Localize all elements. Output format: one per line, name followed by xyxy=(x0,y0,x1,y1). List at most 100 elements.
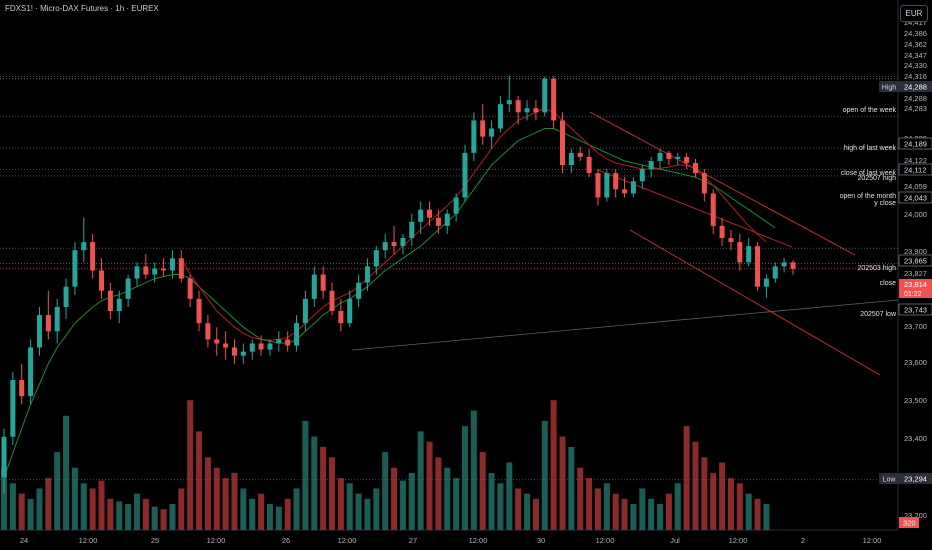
candle[interactable] xyxy=(364,258,370,291)
candle[interactable] xyxy=(107,282,113,320)
candle[interactable] xyxy=(152,262,158,283)
candle[interactable] xyxy=(81,217,87,263)
candle[interactable] xyxy=(28,339,34,405)
candle[interactable] xyxy=(99,258,105,299)
candle[interactable] xyxy=(648,156,654,178)
candle[interactable] xyxy=(781,258,787,273)
candle[interactable] xyxy=(223,331,229,360)
candle[interactable] xyxy=(187,274,193,307)
candle[interactable] xyxy=(551,76,557,129)
volume-bar xyxy=(435,457,442,530)
candle[interactable] xyxy=(302,290,308,332)
candle[interactable] xyxy=(435,209,441,234)
candle[interactable] xyxy=(613,169,619,198)
candle[interactable] xyxy=(161,258,167,277)
candle[interactable] xyxy=(755,242,761,291)
candle[interactable] xyxy=(524,100,530,121)
candle[interactable] xyxy=(320,266,326,299)
candle[interactable] xyxy=(231,339,237,364)
volume-bar xyxy=(444,467,451,530)
candle[interactable] xyxy=(763,274,769,298)
candle[interactable] xyxy=(675,152,681,166)
currency-button[interactable]: EUR xyxy=(900,5,928,22)
volume-bar xyxy=(426,441,433,530)
volume-bar xyxy=(284,498,291,530)
candle[interactable] xyxy=(338,298,344,332)
candle[interactable] xyxy=(356,274,362,307)
candle[interactable] xyxy=(657,148,663,170)
candle[interactable] xyxy=(72,242,78,295)
candle[interactable] xyxy=(1,428,7,494)
candle[interactable] xyxy=(134,262,140,287)
candle[interactable] xyxy=(45,290,51,340)
candle[interactable] xyxy=(143,254,149,279)
candle[interactable] xyxy=(267,339,273,356)
candle[interactable] xyxy=(347,290,353,328)
candle[interactable] xyxy=(54,298,60,344)
candle[interactable] xyxy=(453,193,459,222)
candle[interactable] xyxy=(427,201,433,226)
candle[interactable] xyxy=(480,104,486,145)
candle[interactable] xyxy=(418,201,424,234)
candle[interactable] xyxy=(178,250,184,283)
candle[interactable] xyxy=(240,343,246,364)
candle[interactable] xyxy=(684,152,690,170)
candle[interactable] xyxy=(258,335,264,356)
candle[interactable] xyxy=(515,96,521,125)
candle[interactable] xyxy=(276,331,282,352)
candle[interactable] xyxy=(577,146,583,161)
candle[interactable] xyxy=(125,274,131,307)
candle[interactable] xyxy=(701,169,707,202)
candle[interactable] xyxy=(471,112,477,161)
channel-mid-line[interactable] xyxy=(597,169,793,248)
candle[interactable] xyxy=(311,266,317,307)
candle[interactable] xyxy=(568,148,574,174)
candle[interactable] xyxy=(692,158,698,178)
candle[interactable] xyxy=(595,169,601,206)
support-trendline[interactable] xyxy=(351,299,899,351)
candle[interactable] xyxy=(249,339,255,360)
candle[interactable] xyxy=(169,250,175,279)
candle[interactable] xyxy=(790,260,796,275)
channel-upper-line[interactable] xyxy=(589,111,856,256)
candle[interactable] xyxy=(772,262,778,283)
candle[interactable] xyxy=(19,363,25,405)
candle[interactable] xyxy=(497,96,503,133)
candle[interactable] xyxy=(63,278,69,320)
candle[interactable] xyxy=(400,233,406,255)
candle[interactable] xyxy=(506,75,512,113)
candle[interactable] xyxy=(639,165,645,190)
candle[interactable] xyxy=(214,327,220,356)
candle[interactable] xyxy=(205,315,211,348)
candle[interactable] xyxy=(542,76,548,117)
candle[interactable] xyxy=(604,169,610,202)
candle[interactable] xyxy=(737,233,743,271)
candle[interactable] xyxy=(630,177,636,198)
candle[interactable] xyxy=(533,100,539,121)
candle[interactable] xyxy=(560,112,566,174)
candle[interactable] xyxy=(10,371,16,445)
candle[interactable] xyxy=(710,189,716,234)
candle[interactable] xyxy=(329,282,335,316)
candle[interactable] xyxy=(294,315,300,352)
channel-lower-line[interactable] xyxy=(629,229,881,376)
candle[interactable] xyxy=(746,238,752,267)
candle[interactable] xyxy=(409,213,415,247)
candle[interactable] xyxy=(382,233,388,259)
candle[interactable] xyxy=(489,120,495,149)
candle[interactable] xyxy=(36,306,42,356)
candle[interactable] xyxy=(444,209,450,234)
candle[interactable] xyxy=(719,217,725,247)
candle[interactable] xyxy=(116,290,122,324)
candle[interactable] xyxy=(728,229,734,251)
candle[interactable] xyxy=(90,233,96,279)
candle[interactable] xyxy=(391,225,397,255)
candle[interactable] xyxy=(373,246,379,275)
candle[interactable] xyxy=(622,177,628,198)
candle[interactable] xyxy=(285,331,291,352)
candle[interactable] xyxy=(462,144,468,202)
candle[interactable] xyxy=(196,290,202,332)
candle[interactable] xyxy=(586,148,592,178)
candle[interactable] xyxy=(666,150,672,166)
